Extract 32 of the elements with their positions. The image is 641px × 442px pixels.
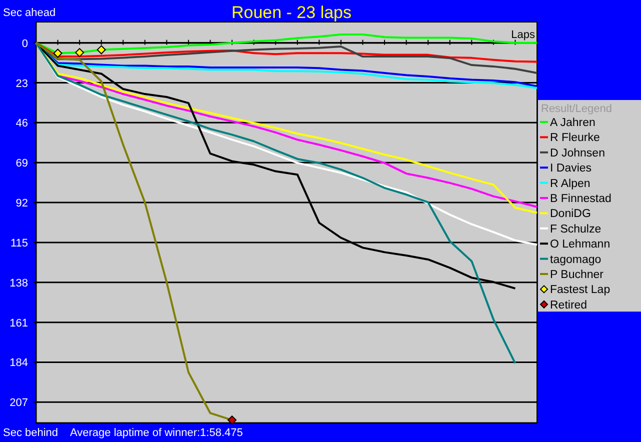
legend-label: O Lehmann — [550, 238, 610, 251]
y-tick-label: 92 — [16, 198, 28, 210]
text: Sec behind — [3, 427, 58, 439]
y-tick-label: 161 — [10, 317, 28, 330]
legend-label: Retired — [550, 299, 588, 312]
legend-label: B Finnestad — [550, 193, 612, 205]
legend-label: F Schulze — [550, 223, 602, 236]
text: Average laptime of winner:1:58.475 — [70, 427, 243, 439]
point — [228, 416, 237, 425]
y-tick-label: 115 — [10, 237, 28, 250]
y-tick-label: 23 — [16, 78, 28, 90]
y-axis-title: Sec ahead — [3, 7, 56, 19]
legend-label: Fastest Lap — [550, 284, 610, 296]
y-tick-label: 69 — [16, 158, 28, 170]
point — [75, 48, 84, 58]
y-tick-label: 0 — [22, 38, 28, 50]
legend-label: P Buchner — [550, 269, 604, 281]
legend-label: R Alpen — [550, 178, 590, 190]
point — [53, 48, 62, 58]
legend-label: D Johnsen — [550, 147, 605, 160]
y-tick-label: 184 — [10, 357, 28, 370]
legend-label: DoniDG — [550, 208, 591, 220]
legend-label: R Fleurke — [550, 132, 600, 144]
chart-title: Rouen - 23 laps — [231, 3, 352, 22]
x-axis-title: Laps — [511, 28, 536, 41]
legend-label: A Jahren — [550, 117, 596, 129]
y-tick-label: 207 — [10, 397, 28, 410]
legend-label: tagomago — [550, 254, 602, 266]
legend-label: I Davies — [550, 162, 592, 175]
y-tick-label: 138 — [10, 277, 28, 290]
y-tick-label: 46 — [16, 118, 28, 130]
point — [96, 45, 106, 54]
